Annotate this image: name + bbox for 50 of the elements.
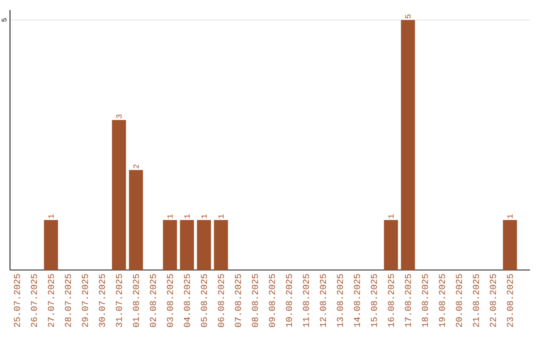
data-label: 1 bbox=[48, 214, 54, 218]
x-tick-label: 20.08.2025 bbox=[456, 274, 462, 327]
x-tick-label: 18.08.2025 bbox=[422, 274, 428, 327]
bar bbox=[180, 220, 194, 270]
bar bbox=[162, 220, 177, 270]
data-label: 3 bbox=[116, 114, 122, 118]
data-label: 5 bbox=[405, 14, 411, 18]
bar bbox=[196, 220, 211, 270]
x-tick-label: 08.08.2025 bbox=[252, 274, 258, 327]
x-tick-label: 21.08.2025 bbox=[472, 274, 480, 327]
bar bbox=[384, 220, 398, 270]
x-tick-label: 25.07.2025 bbox=[14, 274, 20, 327]
x-tick-label: 30.07.2025 bbox=[98, 274, 106, 327]
x-tick-label: 19.08.2025 bbox=[438, 274, 446, 327]
x-tick-label: 28.07.2025 bbox=[64, 274, 72, 327]
x-tick-label: 02.08.2025 bbox=[150, 274, 156, 327]
x-tick-label: 01.08.2025 bbox=[132, 274, 140, 327]
x-tick-label: 16.08.2025 bbox=[388, 274, 394, 327]
x-tick-label: 23.08.2025 bbox=[506, 274, 514, 327]
bar bbox=[112, 120, 126, 270]
data-label: 1 bbox=[184, 214, 190, 218]
x-tick-label: 22.08.2025 bbox=[490, 274, 496, 327]
x-tick-label: 06.08.2025 bbox=[218, 274, 224, 327]
bar bbox=[128, 170, 143, 270]
x-tick-label: 03.08.2025 bbox=[166, 274, 174, 327]
x-tick-label: 31.07.2025 bbox=[116, 274, 122, 327]
bar bbox=[502, 220, 517, 270]
bar bbox=[44, 220, 58, 270]
x-tick-label: 26.07.2025 bbox=[30, 274, 38, 327]
data-label: 1 bbox=[507, 214, 513, 218]
data-label: 1 bbox=[201, 214, 207, 218]
x-tick-label: 10.08.2025 bbox=[286, 274, 292, 327]
x-tick-label: 13.08.2025 bbox=[336, 274, 344, 327]
x-tick-label: 04.08.2025 bbox=[184, 274, 190, 327]
data-label: 1 bbox=[167, 214, 173, 218]
x-tick-label: 17.08.2025 bbox=[404, 274, 412, 327]
data-label: 1 bbox=[218, 214, 224, 218]
bar bbox=[400, 20, 415, 270]
x-tick-label: 09.08.2025 bbox=[268, 274, 276, 327]
data-label: 1 bbox=[388, 214, 394, 218]
x-tick-label: 12.08.2025 bbox=[320, 274, 326, 327]
x-tick-label: 14.08.2025 bbox=[354, 274, 360, 327]
x-tick-label: 11.08.2025 bbox=[302, 274, 310, 327]
x-tick-label: 29.07.2025 bbox=[82, 274, 88, 327]
x-tick-label: 07.08.2025 bbox=[234, 274, 242, 327]
x-tick-label: 27.07.2025 bbox=[48, 274, 54, 327]
x-tick-label: 15.08.2025 bbox=[370, 274, 378, 327]
x-tick-label: 05.08.2025 bbox=[200, 274, 208, 327]
bar bbox=[214, 220, 228, 270]
data-label: 2 bbox=[133, 164, 139, 168]
